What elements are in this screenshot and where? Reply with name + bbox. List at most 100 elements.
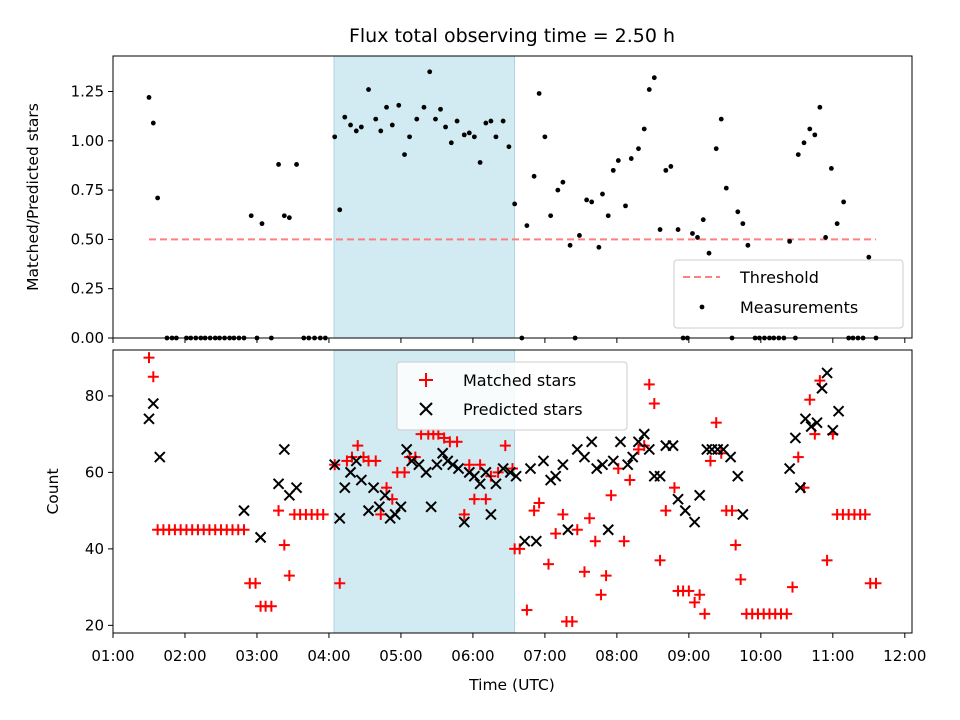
measurement-point [150,120,156,126]
measurement-point [600,191,605,197]
measurement-point [596,244,602,250]
matched-stars-point [648,398,660,410]
matched-stars-point [317,508,329,520]
bottom-y-ticks: 20 40 60 80 [85,387,113,634]
measurement-point [555,187,561,193]
predicted-stars-point [510,470,522,482]
predicted-stars-point [596,459,609,471]
matched-stars-point [521,604,533,616]
measurement-point [567,242,573,248]
measurement-point [718,116,724,122]
matched-stars-point [550,528,562,540]
predicted-stars-point [643,443,655,456]
predicted-stars-point [420,466,432,479]
measurement-point [577,233,582,238]
x-tick-label: 01:00 [91,647,134,665]
matched-legend-swatch [419,373,433,387]
measurement-point [812,132,818,138]
measurement-point [402,152,407,158]
x-tick-label: 10:00 [739,647,782,665]
matched-stars-point [584,512,596,524]
measurement-point [483,120,489,126]
measurement-point [286,215,292,221]
predicted-stars-point [562,524,574,536]
predicted-stars-point [688,516,701,528]
measurement-point [675,227,681,232]
measurement-point [488,118,494,124]
measurement-point [407,134,412,140]
measurement-point [723,185,729,191]
matched-stars-point [792,451,804,463]
bottom-y-tick-label: 60 [85,463,104,481]
measurement-point [506,144,512,150]
predicted-stars-point [578,451,591,463]
predicted-stars-point [497,462,509,475]
top-y-axis-label: Matched/Predicted stars [24,103,42,291]
predicted-stars-point [143,413,155,425]
matched-stars-point [605,489,617,501]
x-tick-label: 11:00 [811,647,854,665]
matched-stars-point [238,524,250,536]
measurement-point [500,118,506,124]
measurement-point [443,124,448,130]
measurement-point [834,221,840,227]
matched-stars-point [624,474,636,486]
matched-stars-point [735,573,747,585]
top-axes-frame [112,55,913,339]
measurement-point [740,221,746,227]
matched-stars-point [474,459,486,471]
predicted-stars-point [638,428,650,440]
top-y-tick-label: 0.75 [71,181,104,199]
predicted-stars-point [805,420,817,433]
measurement-point [787,238,793,244]
measurement-point [366,87,371,92]
predicted-stars-point [147,397,160,410]
predicted-stars-point [485,508,497,521]
x-tick-label: 06:00 [451,647,494,665]
measurement-point [373,116,379,122]
predicted-stars-point [632,436,645,448]
measurement-point [663,167,669,173]
measurement-point [337,207,343,213]
measurement-point [276,162,281,167]
matched-stars-point [804,394,816,406]
matched-stars-point [381,482,393,494]
x-tick-label: 05:00 [379,647,422,665]
measurement-point [524,223,530,228]
measurement-point [657,227,663,232]
bottom-y-axis-label: Count [44,468,62,514]
predicted-stars-point [737,508,749,521]
measurement-point [623,203,628,209]
matched-stars-point [273,505,285,517]
measurements-legend-swatch [699,304,705,310]
matched-stars-point [726,505,738,517]
measurement-point [477,160,483,165]
predicted-stars-point [621,459,634,471]
measurement-point [668,164,674,169]
top-y-tick-label: 0.00 [71,329,104,347]
measurement-point [433,116,438,122]
x-tick-label: 07:00 [523,647,566,665]
ratio-panel: 0.00 0.25 0.50 0.75 1.00 1.25 Matched/Predict… [24,55,913,347]
matched-stars-point [578,566,590,578]
x-tick-label: 02:00 [163,647,206,665]
measurement-point [146,95,152,100]
measurement-point [438,106,443,112]
predicted-stars-point [667,439,679,452]
measurement-point [471,134,477,140]
predicted-stars-point [783,462,796,475]
matched-stars-point [334,577,346,589]
x-tick-label: 12:00 [883,647,926,665]
bottom-legend-box [396,361,628,431]
measurement-point [378,128,384,134]
matched-stars-point [147,371,159,383]
predicted-stars-point [406,455,418,467]
measurement-point [610,167,616,173]
matched-stars-point [499,440,511,452]
measurement-point [700,217,706,223]
bottom-y-tick-label: 20 [85,616,104,634]
matched-stars-point [463,459,475,471]
matched-stars-point [250,577,262,589]
predicted-stars-point [436,447,449,459]
matched-stars-point [566,616,578,628]
